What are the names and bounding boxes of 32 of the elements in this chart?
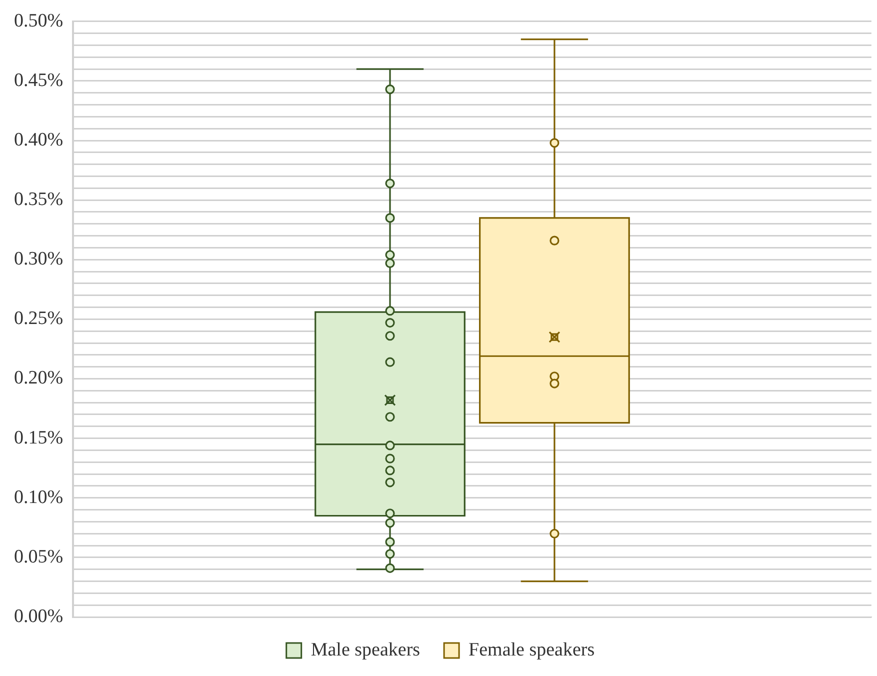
y-tick-label: 0.25% [14, 308, 64, 330]
y-tick-label: 0.10% [14, 486, 64, 508]
point [385, 454, 395, 464]
point [385, 357, 395, 367]
point [385, 466, 395, 476]
point [385, 518, 395, 528]
point [385, 537, 395, 547]
y-tick-label: 0.00% [14, 606, 64, 627]
y-tick-label: 0.20% [14, 368, 64, 389]
point [385, 549, 395, 559]
point [385, 213, 395, 223]
y-tick-label: 0.35% [14, 189, 64, 210]
point [385, 306, 395, 316]
point [385, 563, 395, 573]
point [385, 331, 395, 341]
y-tick-label: 0.15% [14, 427, 64, 448]
y-tick-label: 0.50% [14, 10, 64, 32]
y-tick-label: 0.45% [14, 70, 64, 91]
point [385, 84, 395, 94]
point [385, 508, 395, 518]
y-tick-label: 0.30% [14, 248, 64, 270]
point [385, 178, 395, 188]
point [385, 258, 395, 268]
point [385, 318, 395, 328]
y-tick-label: 0.40% [14, 130, 64, 151]
point [385, 250, 395, 260]
point [385, 412, 395, 422]
point [385, 440, 395, 450]
legend-label: Female speakers [468, 639, 595, 660]
legend-label: Male speakers [310, 639, 420, 660]
y-tick-label: 0.05% [14, 546, 64, 568]
point [385, 478, 395, 488]
